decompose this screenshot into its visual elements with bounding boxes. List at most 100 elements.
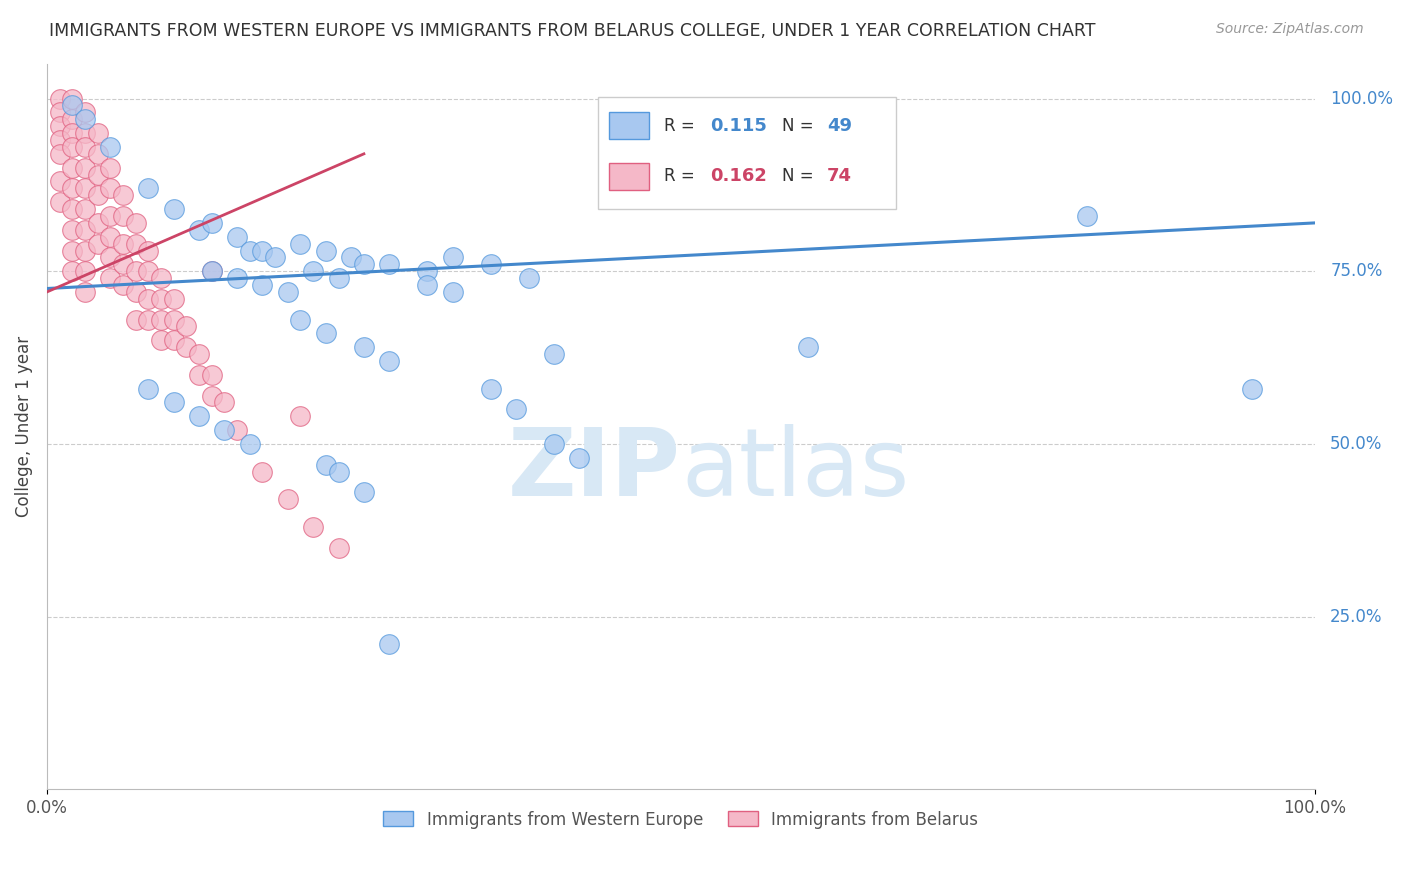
- Point: [48, 105, 70, 120]
- Point: [479, 382, 502, 396]
- Point: [226, 423, 249, 437]
- Point: [328, 465, 350, 479]
- Point: [73, 112, 96, 127]
- Point: [796, 340, 818, 354]
- Point: [1076, 209, 1098, 223]
- Point: [98, 181, 121, 195]
- Point: [48, 133, 70, 147]
- Point: [441, 285, 464, 299]
- Point: [150, 271, 173, 285]
- Point: [60, 126, 83, 140]
- Point: [73, 223, 96, 237]
- Point: [98, 251, 121, 265]
- Point: [163, 202, 186, 216]
- Point: [111, 209, 134, 223]
- Point: [163, 292, 186, 306]
- Text: 25.0%: 25.0%: [1330, 607, 1382, 625]
- Point: [73, 140, 96, 154]
- Point: [353, 340, 375, 354]
- Text: N =: N =: [782, 117, 820, 135]
- Point: [98, 140, 121, 154]
- Point: [328, 541, 350, 555]
- Point: [163, 395, 186, 409]
- Point: [86, 168, 108, 182]
- Point: [86, 188, 108, 202]
- Point: [73, 105, 96, 120]
- Point: [73, 126, 96, 140]
- Point: [1240, 382, 1263, 396]
- Point: [98, 229, 121, 244]
- Point: [98, 271, 121, 285]
- Point: [315, 244, 337, 258]
- Point: [163, 312, 186, 326]
- Point: [150, 292, 173, 306]
- Point: [111, 236, 134, 251]
- Point: [60, 181, 83, 195]
- FancyBboxPatch shape: [609, 162, 650, 190]
- Point: [60, 202, 83, 216]
- Point: [302, 264, 325, 278]
- Point: [378, 257, 401, 271]
- Point: [517, 271, 540, 285]
- Point: [543, 347, 565, 361]
- Text: 49: 49: [827, 117, 852, 135]
- Point: [163, 334, 186, 348]
- Point: [252, 465, 274, 479]
- Point: [239, 437, 262, 451]
- Point: [479, 257, 502, 271]
- Point: [252, 244, 274, 258]
- Point: [136, 292, 159, 306]
- Text: IMMIGRANTS FROM WESTERN EUROPE VS IMMIGRANTS FROM BELARUS COLLEGE, UNDER 1 YEAR : IMMIGRANTS FROM WESTERN EUROPE VS IMMIGR…: [49, 22, 1095, 40]
- Point: [378, 354, 401, 368]
- Point: [505, 402, 527, 417]
- Point: [136, 244, 159, 258]
- Point: [214, 423, 236, 437]
- Text: 75.0%: 75.0%: [1330, 262, 1382, 280]
- Point: [226, 229, 249, 244]
- Point: [340, 251, 363, 265]
- Point: [136, 181, 159, 195]
- Point: [328, 271, 350, 285]
- Point: [136, 382, 159, 396]
- Point: [277, 492, 299, 507]
- Point: [124, 216, 146, 230]
- Point: [124, 264, 146, 278]
- Point: [150, 334, 173, 348]
- Point: [73, 202, 96, 216]
- Point: [111, 257, 134, 271]
- Point: [264, 251, 287, 265]
- Point: [60, 264, 83, 278]
- Point: [86, 146, 108, 161]
- Text: R =: R =: [665, 168, 700, 186]
- Text: 50.0%: 50.0%: [1330, 435, 1382, 453]
- Point: [188, 347, 211, 361]
- Point: [188, 368, 211, 382]
- Point: [188, 223, 211, 237]
- Point: [239, 244, 262, 258]
- Point: [201, 264, 224, 278]
- Point: [176, 319, 198, 334]
- Point: [201, 368, 224, 382]
- Point: [290, 236, 312, 251]
- Point: [353, 485, 375, 500]
- FancyBboxPatch shape: [599, 96, 897, 209]
- FancyBboxPatch shape: [609, 112, 650, 139]
- Point: [60, 161, 83, 175]
- Point: [73, 285, 96, 299]
- Point: [188, 409, 211, 424]
- Point: [543, 437, 565, 451]
- Point: [214, 395, 236, 409]
- Text: 0.115: 0.115: [710, 117, 766, 135]
- Point: [378, 637, 401, 651]
- Point: [124, 285, 146, 299]
- Y-axis label: College, Under 1 year: College, Under 1 year: [15, 336, 32, 517]
- Point: [60, 112, 83, 127]
- Point: [48, 195, 70, 210]
- Point: [60, 92, 83, 106]
- Point: [441, 251, 464, 265]
- Text: 0.162: 0.162: [710, 168, 766, 186]
- Point: [315, 326, 337, 341]
- Point: [48, 119, 70, 133]
- Point: [176, 340, 198, 354]
- Text: atlas: atlas: [681, 425, 910, 516]
